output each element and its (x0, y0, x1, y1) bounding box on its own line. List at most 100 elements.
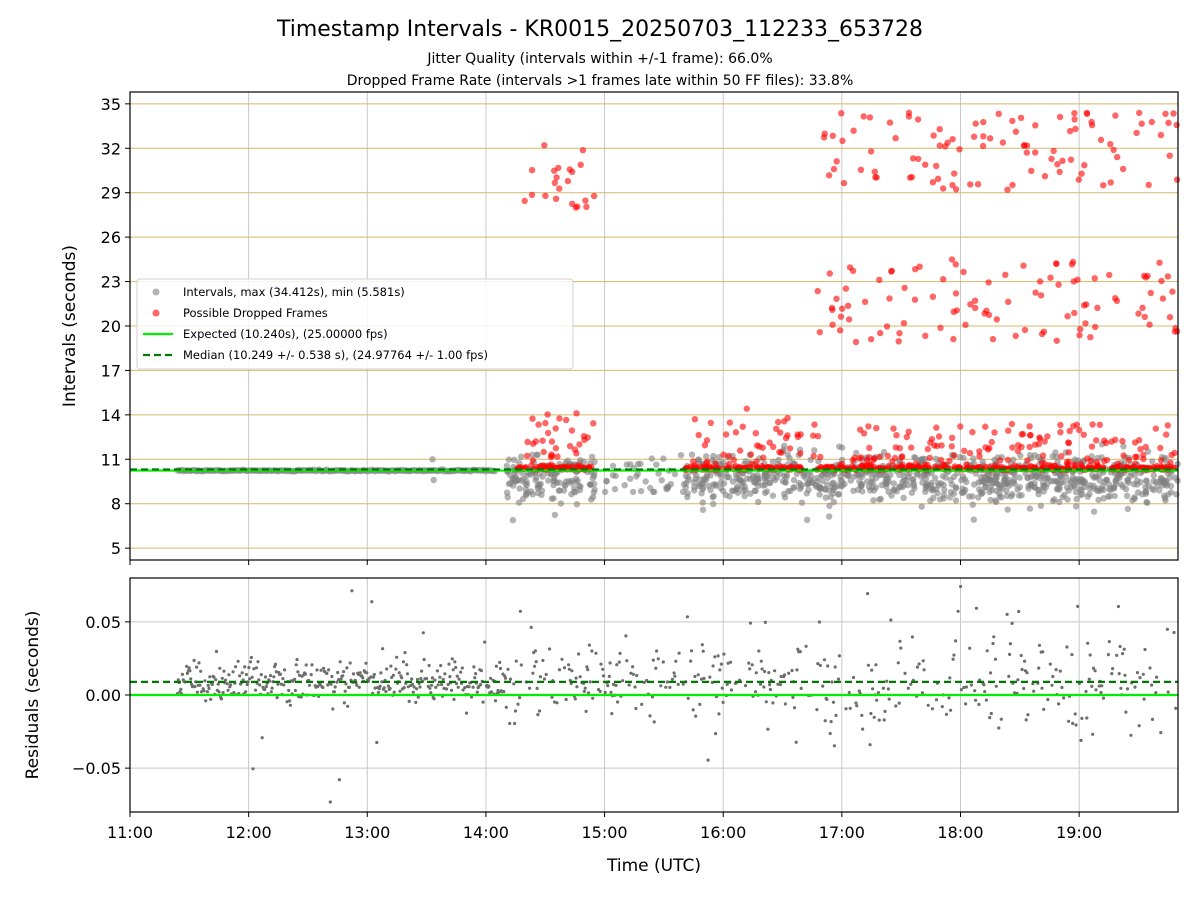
residual-point (866, 663, 871, 667)
dropped-frame-point (989, 335, 997, 343)
residual-point (1065, 645, 1069, 649)
residual-point (747, 661, 751, 665)
residual-point (273, 665, 277, 669)
dropped-frame-point (1053, 260, 1060, 267)
residual-point (518, 609, 523, 613)
residual-point (674, 659, 678, 663)
residual-point (583, 686, 587, 690)
interval-point (970, 455, 977, 462)
interval-point (577, 483, 584, 490)
interval-point (908, 489, 916, 496)
interval-point (518, 453, 525, 460)
residual-point (199, 690, 204, 694)
intervals-y-tick-label: 11 (101, 450, 121, 469)
interval-point (556, 487, 563, 494)
x-tick-label: 19:00 (1056, 823, 1102, 842)
dropped-frame-point (1071, 110, 1078, 117)
interval-point (1037, 502, 1045, 509)
interval-point (429, 456, 436, 463)
dropped-frame-point (541, 142, 548, 149)
residual-point (1026, 713, 1030, 717)
interval-point (430, 476, 437, 484)
residual-point (555, 701, 559, 705)
residual-point (222, 669, 226, 673)
dropped-frame-point (1058, 453, 1065, 460)
residual-point (371, 675, 376, 679)
residual-point (762, 685, 766, 689)
residual-point (198, 683, 202, 687)
residual-point (624, 634, 628, 638)
dropped-frame-point (1065, 449, 1073, 456)
interval-point (883, 473, 890, 480)
dropped-frame-point (817, 453, 824, 461)
interval-point (557, 500, 565, 507)
dropped-frame-point (895, 338, 902, 345)
residual-point (1020, 667, 1024, 672)
residual-point (959, 688, 964, 692)
residual-point (450, 657, 454, 661)
interval-point (696, 476, 703, 483)
dropped-frame-point (901, 284, 908, 292)
residual-point (461, 688, 465, 692)
dropped-frame-point (1039, 452, 1047, 459)
residual-point (264, 685, 268, 689)
dropped-frame-point (970, 133, 978, 140)
dropped-frame-point (967, 181, 974, 188)
dropped-frame-point (940, 276, 947, 283)
interval-point (1003, 492, 1011, 500)
residual-point (512, 682, 516, 686)
interval-point (573, 475, 580, 482)
dropped-frame-point (1057, 429, 1064, 436)
dropped-frame-point (924, 445, 931, 453)
dropped-frame-point (886, 295, 893, 302)
residual-point (402, 686, 406, 690)
residual-point (818, 663, 822, 668)
residual-point (964, 685, 969, 689)
residual-point (968, 646, 972, 650)
dropped-frame-point (892, 444, 899, 451)
residual-point (783, 702, 788, 706)
residual-point (1022, 686, 1026, 691)
dropped-frame-point (1141, 313, 1149, 321)
residual-point (214, 649, 219, 654)
interval-point (839, 482, 846, 489)
interval-point (1052, 449, 1059, 456)
dropped-frame-point (753, 458, 760, 465)
dropped-frame-point (814, 287, 821, 295)
residual-point (861, 727, 865, 731)
interval-point (1090, 482, 1097, 489)
residual-point (771, 701, 775, 705)
residual-point (346, 704, 350, 708)
residual-point (776, 682, 780, 686)
residual-point (493, 699, 498, 703)
dropped-frame-point (950, 335, 957, 343)
residual-point (337, 778, 341, 782)
residual-point (570, 669, 574, 673)
interval-point (890, 480, 897, 487)
dropped-frame-point (1166, 314, 1174, 321)
interval-point (845, 471, 853, 479)
interval-point (741, 492, 748, 500)
residual-point (1094, 688, 1098, 692)
interval-point (612, 472, 619, 480)
x-tick-label: 17:00 (819, 823, 865, 842)
interval-point (899, 483, 906, 491)
dropped-frame-point (898, 463, 905, 470)
dropped-frame-point (590, 192, 598, 200)
residual-point (401, 660, 405, 664)
dropped-frame-point (866, 114, 874, 121)
residual-point (220, 676, 224, 680)
residual-point (372, 672, 376, 677)
residual-point (573, 697, 577, 701)
interval-point (539, 473, 546, 480)
dropped-frame-point (1165, 119, 1172, 127)
residual-point (456, 685, 460, 689)
dropped-frame-point (1087, 334, 1094, 341)
residual-point (550, 695, 554, 699)
residual-point (956, 609, 960, 613)
residual-point (779, 674, 783, 679)
interval-point (1134, 477, 1141, 484)
residual-point (714, 732, 718, 736)
residual-point (791, 695, 795, 700)
residual-point (1037, 643, 1042, 647)
